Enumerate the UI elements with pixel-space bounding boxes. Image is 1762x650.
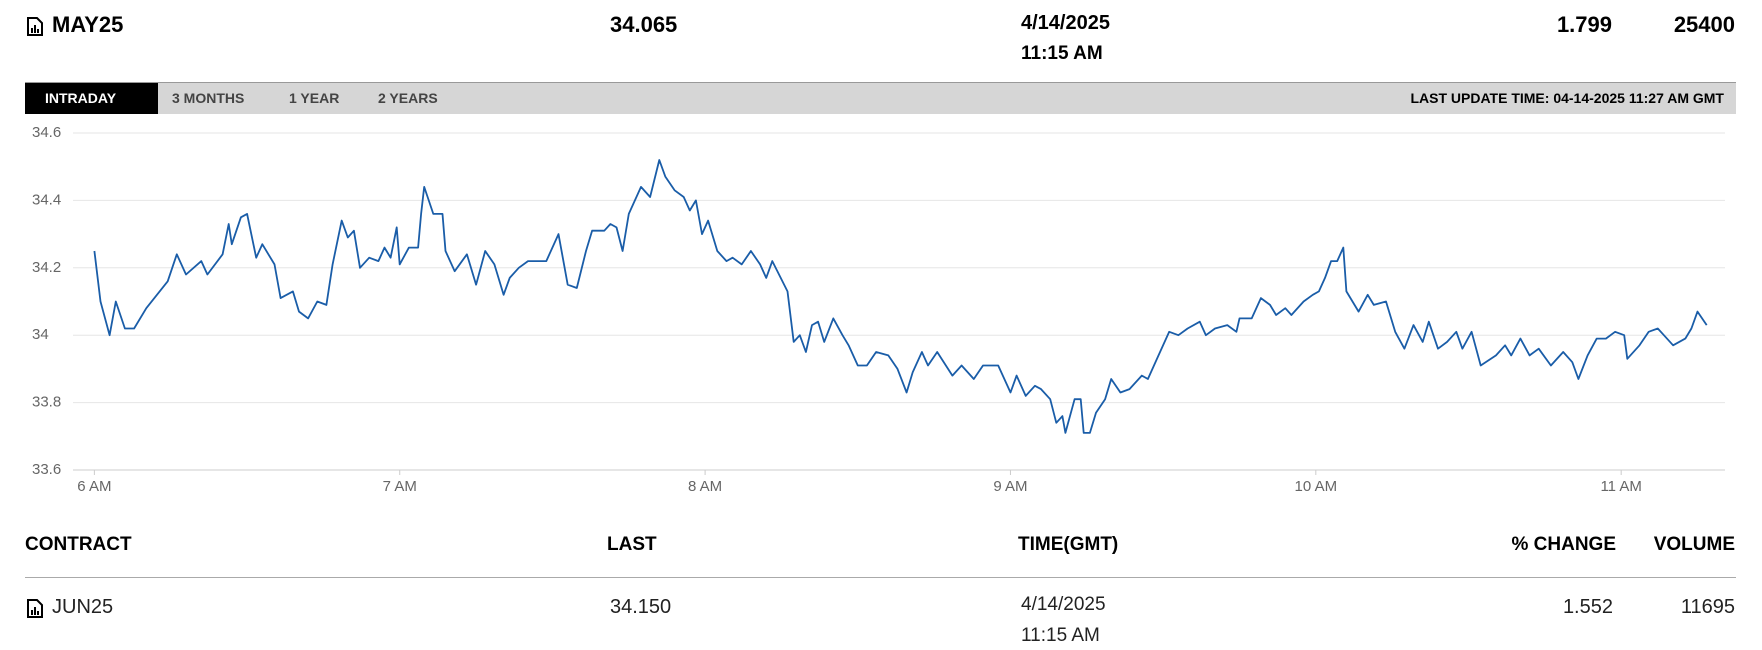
column-header: CONTRACT [25,534,132,555]
x-tick-label: 8 AM [688,478,722,495]
tab-bar: INTRADAY 3 MONTHS 1 YEAR 2 YEARS LAST UP… [25,82,1736,114]
cell: 11:15 AM [1021,625,1100,646]
y-tick-label: 34.4 [32,191,61,208]
cell: 34.150 [610,596,672,618]
x-tick-label: 6 AM [77,478,111,495]
x-tick-label: 9 AM [993,478,1027,495]
divider [25,577,1736,578]
y-tick-label: 33.8 [32,394,61,411]
column-header: TIME(GMT) [1018,534,1119,555]
y-tick-label: 34.6 [32,124,61,141]
last-update: LAST UPDATE TIME: 04-14-2025 11:27 AM GM… [1410,90,1724,106]
date: 4/14/2025 [1021,12,1110,34]
cell: 4/14/2025 [1021,594,1106,615]
y-tick-label: 34 [32,326,49,343]
cell: JUN25 [52,596,114,618]
column-header: LAST [607,534,657,555]
contract-icon [27,599,43,618]
x-tick-label: 11 AM [1600,478,1641,495]
tab[interactable]: 2 YEARS [378,90,438,106]
cell: 11695 [1680,596,1735,618]
time: 11:15 AM [1021,43,1103,64]
y-tick-label: 34.2 [32,259,61,276]
tab[interactable]: 1 YEAR [289,90,340,106]
column-header: VOLUME [1653,534,1735,555]
contract-icon [27,17,43,36]
tab[interactable]: 3 MONTHS [172,90,245,106]
last-price: 34.065 [610,12,678,37]
tab[interactable]: INTRADAY [25,83,158,114]
change: 1.799 [1556,12,1612,37]
y-tick-label: 33.6 [32,461,61,478]
price-line [93,159,1708,434]
cell: 1.552 [1562,596,1613,618]
column-header: % CHANGE [1511,534,1616,555]
chart: 33.6 33.8 34 34.2 34.4 34.6 6 AM 7 AM 8 AM 9 AM 10… [32,124,1725,495]
contract: MAY25 [52,12,124,37]
volume: 25400 [1673,12,1735,37]
x-tick-label: 10 AM [1295,478,1338,495]
x-tick-label: 7 AM [383,478,417,495]
